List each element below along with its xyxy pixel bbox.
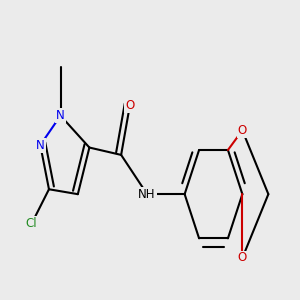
Text: O: O [125,99,134,112]
Text: Cl: Cl [26,217,38,230]
Text: O: O [238,251,247,265]
Text: O: O [238,124,247,137]
Text: N: N [56,109,65,122]
Text: N: N [36,139,45,152]
Text: NH: NH [138,188,156,201]
